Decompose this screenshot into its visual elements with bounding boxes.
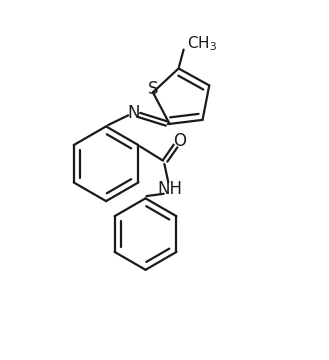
- Text: NH: NH: [157, 180, 182, 198]
- Text: N: N: [127, 104, 140, 122]
- Text: CH$_3$: CH$_3$: [187, 34, 217, 53]
- Text: S: S: [148, 80, 158, 98]
- Text: O: O: [173, 132, 186, 150]
